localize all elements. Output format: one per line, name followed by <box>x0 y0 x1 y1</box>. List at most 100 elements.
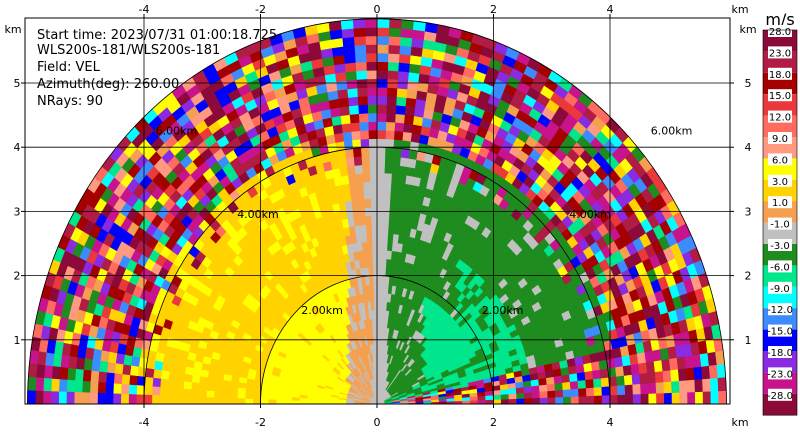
range-gate-cell <box>355 70 368 80</box>
range-gate-cell <box>174 388 184 397</box>
range-gate-cell <box>120 374 131 386</box>
range-gate-cell <box>386 70 399 80</box>
colorbar-tick-label: -1.0 <box>770 220 790 231</box>
range-gate-cell <box>340 27 355 39</box>
range-gate-cell <box>341 36 355 47</box>
range-gate-cell <box>360 155 370 166</box>
range-gate-cell <box>646 371 657 384</box>
range-gate-cell <box>355 181 364 192</box>
range-gate-cell <box>365 44 378 54</box>
range-gate-cell <box>609 394 619 404</box>
range-gate-cell <box>403 183 413 194</box>
range-gate-cell <box>344 70 357 81</box>
range-gate-cell <box>352 147 362 158</box>
colorbar-label-bg <box>768 239 792 251</box>
range-gate-cell <box>531 397 541 404</box>
range-gate-cell <box>389 190 398 201</box>
range-gate-cell <box>159 395 168 404</box>
info-panel: Start time: 2023/07/31 01:00:18.725 WLS2… <box>37 28 277 109</box>
colorbar-tick-label: 6.0 <box>772 155 788 166</box>
range-gate-cell <box>569 380 579 390</box>
colorbar-tick-label: 28.0 <box>769 27 791 38</box>
range-gate-cell <box>159 378 169 389</box>
range-gate-cell <box>348 104 359 115</box>
colorbar: m/s 28.0 23.0 18.0 15.0 12.0 9.0 6.0 3.0 1.0 -1.0… <box>762 10 798 416</box>
range-gate-cell <box>390 181 399 192</box>
range-gate-cell <box>395 96 407 107</box>
range-gate-cell <box>546 383 556 392</box>
y-tick-label-left: 3 <box>14 205 21 218</box>
range-gate-cell <box>376 215 384 225</box>
range-gate-cell <box>168 371 178 382</box>
range-gate-cell <box>388 27 402 38</box>
range-gate-cell <box>190 382 200 391</box>
range-gate-cell <box>344 148 354 159</box>
range-gate-cell <box>135 394 145 404</box>
range-gate-cell <box>392 147 402 158</box>
range-gate-cell <box>343 139 353 151</box>
range-gate-cell <box>524 397 533 404</box>
range-gate-cell <box>182 381 192 391</box>
y-tick-label-right: 5 <box>745 77 752 90</box>
range-gate-cell <box>190 389 200 398</box>
range-gate-cell <box>679 391 689 404</box>
range-gate-cell <box>391 164 401 175</box>
range-gate-cell <box>51 366 61 380</box>
colorbar-frame <box>762 29 798 416</box>
range-gate-cell <box>701 365 711 380</box>
range-gate-cell <box>345 79 358 90</box>
range-gate-cell <box>345 156 355 168</box>
range-gate-cell <box>387 44 401 55</box>
range-gate-cell <box>640 393 650 404</box>
x-tick-label-top: 0 <box>374 3 381 16</box>
range-gate-cell <box>385 258 392 269</box>
range-gate-cell <box>104 393 114 404</box>
range-gate-cell <box>367 104 378 114</box>
range-gate-cell <box>405 166 416 177</box>
range-gate-cell <box>708 364 719 379</box>
colorbar-label-bg <box>768 25 792 37</box>
range-gate-cell <box>376 69 388 80</box>
range-ring-label: 4.00km <box>237 208 279 221</box>
range-gate-cell <box>35 377 45 392</box>
range-gate-cell <box>244 398 254 404</box>
range-gate-cell <box>592 377 603 388</box>
range-gate-cell <box>372 266 378 277</box>
range-gate-cell <box>710 390 720 404</box>
colorbar-label-bg <box>768 132 792 144</box>
range-gate-cell <box>516 397 525 404</box>
range-gate-cell <box>376 249 383 259</box>
colorbar-label-bg <box>768 89 792 102</box>
range-gate-cell <box>74 368 84 382</box>
range-gate-cell <box>353 44 367 55</box>
x-tick-label-top: 2 <box>490 3 497 16</box>
range-gate-cell <box>638 361 648 374</box>
range-gate-cell <box>538 383 548 392</box>
range-gate-cell <box>368 138 378 148</box>
range-gate-cell <box>354 52 367 63</box>
range-gate-cell <box>632 393 642 404</box>
range-gate-cell <box>592 369 602 380</box>
range-gate-cell <box>647 382 657 394</box>
range-gate-cell <box>562 396 572 404</box>
range-gate-cell <box>376 138 386 148</box>
range-gate-cell <box>366 95 378 105</box>
y-tick-label-right: 4 <box>745 141 752 154</box>
range-gate-cell <box>335 80 348 91</box>
range-gate-cell <box>369 163 378 174</box>
range-gate-cell <box>394 113 405 124</box>
range-gate-cell <box>380 258 387 268</box>
range-gate-cell <box>151 377 162 388</box>
range-gate-cell <box>354 173 364 184</box>
range-gate-cell <box>601 385 611 396</box>
range-gate-cell <box>376 104 387 114</box>
range-gate-cell <box>599 367 610 379</box>
range-gate-cell <box>236 398 246 404</box>
range-gate-cell <box>129 365 139 377</box>
range-gate-cell <box>376 232 383 242</box>
colorbar-label-bg <box>768 346 792 358</box>
range-gate-cell <box>385 104 397 115</box>
range-gate-cell <box>398 53 411 64</box>
range-gate-cell <box>508 392 518 400</box>
range-gate-cell <box>631 373 641 385</box>
